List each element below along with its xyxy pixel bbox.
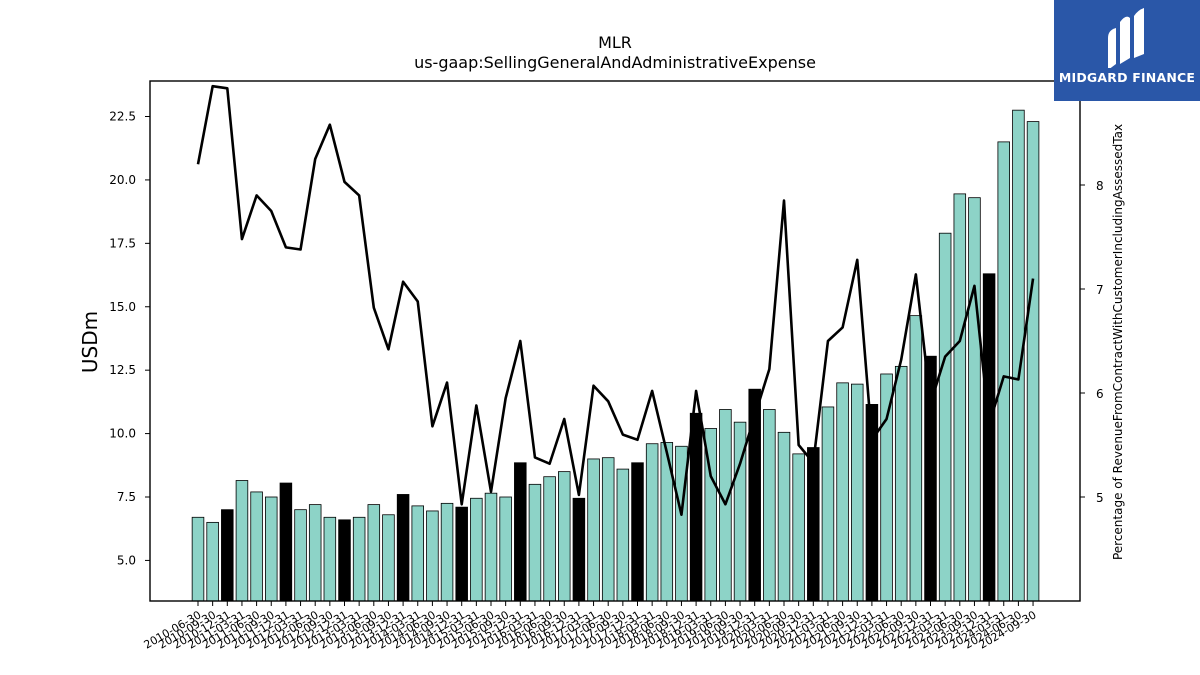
bar-2010-06-30 [191,516,205,602]
bar-2017-06-30 [601,457,615,602]
bar-2022-06-30 [894,365,908,602]
y2-tick-label: 6 [1096,387,1104,401]
y2-axis-label: Percentage of RevenueFromContractWithCus… [1111,124,1125,560]
bar-group [191,109,1040,602]
bar-2014-09-30 [440,502,454,602]
bar-2021-03-31 [821,406,835,602]
bar-2016-09-30 [558,471,571,602]
bar-2011-09-30 [264,496,278,602]
bar-2012-06-30 [308,504,322,602]
bar-2011-06-30 [250,491,263,602]
y-tick-label: 10.0 [109,427,136,441]
bar-2013-03-31 [352,516,366,602]
bar-2020-03-31 [763,409,776,602]
y-tick-label: 7.5 [117,490,136,504]
plot-frame [149,80,1081,602]
bar-2021-09-30 [851,383,864,602]
y-axis-label: USDm [78,311,102,373]
bar-2021-06-30 [836,382,849,602]
bar-2015-03-31 [470,497,483,602]
bar-2011-12-31 [279,482,293,602]
bar-2017-12-31 [631,462,644,602]
bar-2013-12-31 [396,494,410,602]
bar-2015-06-30 [484,492,498,602]
bar-2017-03-31 [587,458,600,602]
y-tick-label: 22.5 [109,110,136,124]
bar-2024-09-30 [1026,121,1040,602]
line-series [196,84,1035,516]
y-tick-label: 12.5 [109,363,136,377]
bar-2022-03-31 [880,373,893,602]
y-tick-label: 20.0 [109,173,136,187]
line-layer [196,84,1035,516]
bar-2019-12-31 [748,388,761,602]
axes: 5.07.510.012.515.017.520.022.556782010-0… [109,80,1104,652]
chart-subtitle: us-gaap:SellingGeneralAndAdministrativeE… [414,53,816,72]
y2-tick-label: 7 [1096,283,1104,297]
bar-2023-09-30 [968,197,981,602]
midgard-finance-logo: MIDGARD FINANCE [1054,0,1200,101]
bar-2013-06-30 [367,504,381,602]
y-tick-label: 15.0 [109,300,136,314]
y-tick-label: 5.0 [117,553,136,567]
bar-2016-12-31 [572,497,586,602]
bar-2013-09-30 [382,514,395,602]
bar-2018-03-31 [645,443,659,602]
bar-2012-09-30 [323,516,337,602]
bar-2015-09-30 [499,496,512,602]
y2-tick-label: 8 [1096,179,1104,193]
bar-2010-09-30 [206,521,219,602]
bar-2023-12-31 [982,273,996,602]
bar-2014-12-31 [455,506,468,602]
bar-2023-06-30 [953,193,967,602]
bar-2016-03-31 [528,483,542,602]
bar-2024-03-31 [997,141,1011,602]
bar-2020-12-31 [807,447,820,602]
y-tick-label: 17.5 [109,236,136,250]
bar-2012-12-31 [338,519,351,602]
bar-2016-06-30 [543,476,556,602]
bar-2014-06-30 [426,510,439,602]
bar-2015-12-31 [514,462,527,602]
bar-2022-09-30 [909,315,923,602]
bar-2010-12-31 [221,509,234,602]
bar-2020-06-30 [777,431,791,602]
y2-tick-label: 5 [1096,491,1104,505]
bar-2018-12-31 [689,412,703,602]
logo-mark-icon [1108,8,1144,68]
chart-title: MLR [598,33,632,52]
bar-2011-03-31 [235,480,249,602]
bar-2017-09-30 [616,468,630,602]
bar-2012-03-31 [294,509,307,602]
bar-2020-09-30 [792,453,805,602]
bar-2023-03-31 [938,232,952,602]
bar-2014-03-31 [411,505,424,602]
logo-text: MIDGARD FINANCE [1058,70,1196,85]
